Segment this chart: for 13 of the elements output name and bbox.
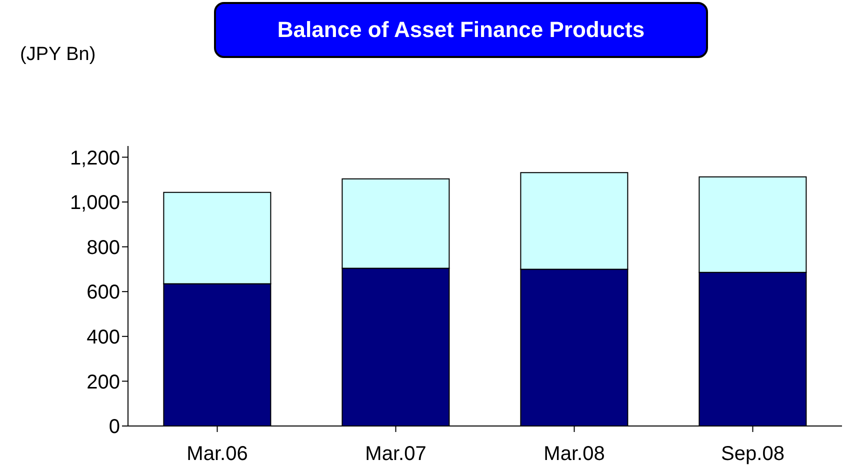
y-axis-title: (JPY Bn) <box>20 44 96 66</box>
y-tick-label: 800 <box>86 236 120 259</box>
y-tick-label: 600 <box>86 282 120 304</box>
y-tick-label: 200 <box>86 371 120 394</box>
x-tick-label: Mar.06 <box>186 443 248 466</box>
y-tick-label: 0 <box>108 416 120 438</box>
chart-title: Balance of Asset Finance Products <box>214 2 708 58</box>
x-tick-label: Mar.07 <box>365 443 426 466</box>
x-tick-label: Sep.08 <box>721 443 784 466</box>
x-tick-label: Mar.08 <box>544 443 605 466</box>
y-tick-label: 1,000 <box>70 192 120 214</box>
y-tick-label: 400 <box>86 326 120 348</box>
y-tick-label: 1,200 <box>70 147 120 170</box>
